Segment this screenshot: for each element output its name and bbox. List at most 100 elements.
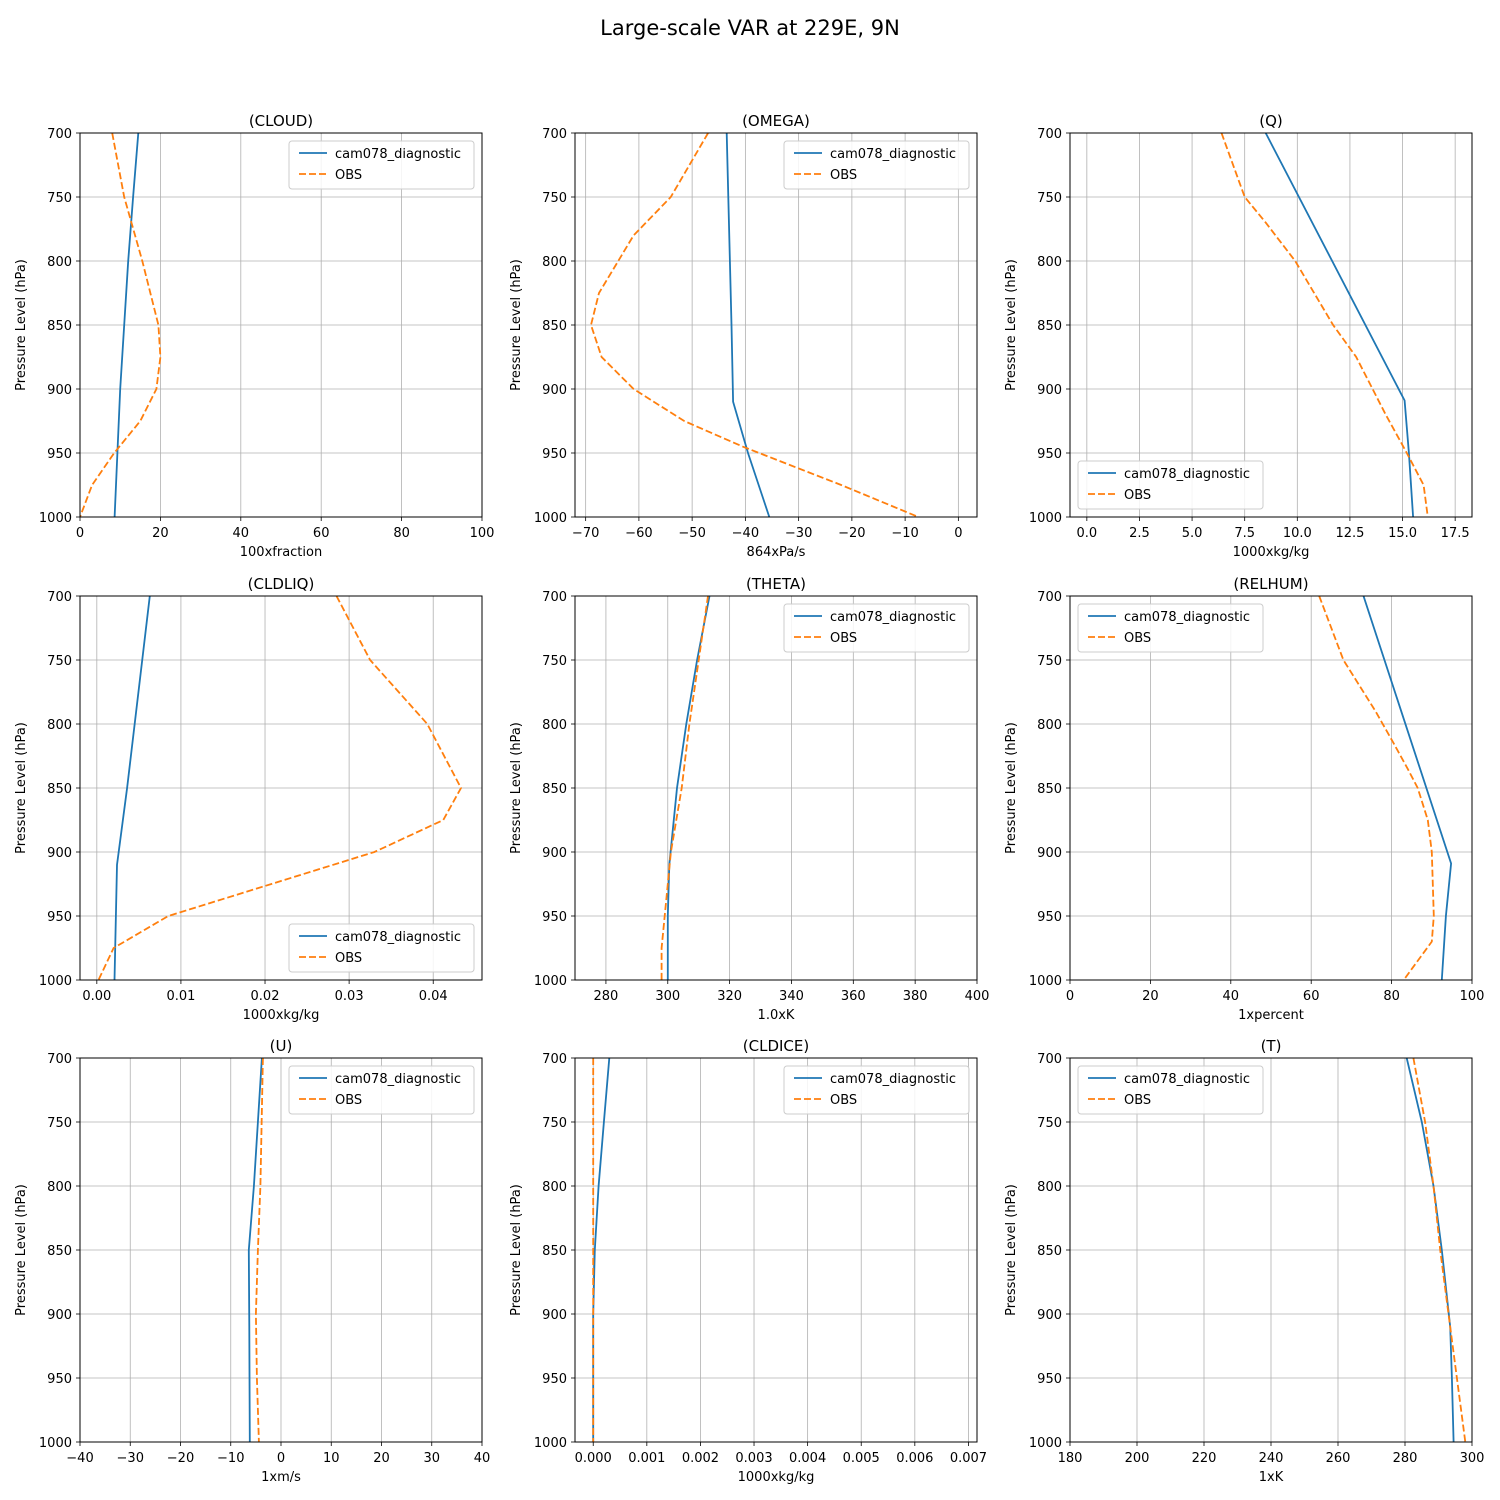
x-tick-label: −10 xyxy=(891,526,918,541)
subplot-title: (CLDLIQ) xyxy=(248,575,315,593)
subplot-title: (RELHUM) xyxy=(1233,575,1308,593)
x-tick-label: 60 xyxy=(313,526,330,541)
y-tick-label: 1000 xyxy=(1029,1436,1062,1451)
legend-box xyxy=(783,1065,970,1115)
x-tick-label: −30 xyxy=(117,1451,144,1466)
legend-box xyxy=(783,140,970,190)
legend-obs-label: OBS xyxy=(830,168,857,183)
legend-model-label: cam078_diagnostic xyxy=(1124,610,1250,625)
model-series-line xyxy=(1362,596,1453,980)
legend-obs-label: OBS xyxy=(830,1093,857,1108)
x-tick-label: 320 xyxy=(717,989,742,1004)
y-tick-label: 800 xyxy=(47,1180,72,1195)
axes-frame xyxy=(79,595,483,981)
axes-frame xyxy=(574,1057,978,1443)
y-tick-label: 950 xyxy=(542,1372,567,1387)
legend: cam078_diagnostic OBS xyxy=(1077,1065,1264,1115)
y-tick-label: 850 xyxy=(47,1244,72,1259)
model-series-line xyxy=(592,1058,611,1442)
x-axis-label: 1xpercent xyxy=(1238,1008,1304,1023)
subplot-title: (CLOUD) xyxy=(249,112,313,130)
x-tick-label: 0.00 xyxy=(82,989,111,1004)
x-tick-label: −40 xyxy=(732,526,759,541)
x-tick-label: −40 xyxy=(66,1451,93,1466)
model-series-line xyxy=(1264,133,1414,517)
x-tick-label: 0.0 xyxy=(1076,526,1097,541)
subplot-title: (OMEGA) xyxy=(742,112,810,130)
y-tick-label: 700 xyxy=(542,1052,567,1067)
y-tick-label: 950 xyxy=(47,910,72,925)
y-tick-label: 750 xyxy=(1037,1116,1062,1131)
x-tick-label: 0.006 xyxy=(896,1451,933,1466)
x-tick-label: 0.004 xyxy=(789,1451,826,1466)
x-tick-label: 2.5 xyxy=(1129,526,1150,541)
legend-obs-label: OBS xyxy=(335,1093,362,1108)
y-tick-label: 1000 xyxy=(1029,974,1062,989)
model-series-line xyxy=(247,1058,263,1442)
y-tick-label: 900 xyxy=(1037,383,1062,398)
y-axis-label: Pressure Level (hPa) xyxy=(14,722,29,854)
y-tick-label: 900 xyxy=(542,1308,567,1323)
y-tick-label: 750 xyxy=(542,191,567,206)
x-tick-label: −70 xyxy=(572,526,599,541)
y-tick-label: 850 xyxy=(542,319,567,334)
subplot-title: (U) xyxy=(270,1037,293,1055)
y-tick-label: 800 xyxy=(542,718,567,733)
model-series-line xyxy=(725,133,771,517)
y-tick-label: 950 xyxy=(1037,1372,1062,1387)
y-tick-label: 800 xyxy=(542,255,567,270)
legend: cam078_diagnostic OBS xyxy=(288,923,475,973)
model-series-line xyxy=(1405,1058,1455,1442)
y-tick-label: 750 xyxy=(1037,654,1062,669)
subplot-7: −40 −30 −20 −10 0 10 20 30 40 700 750 800 850 900 950 1… xyxy=(14,1037,490,1485)
x-tick-label: 40 xyxy=(1223,989,1240,1004)
x-tick-label: 0.002 xyxy=(682,1451,719,1466)
x-axis-label: 1xm/s xyxy=(261,1470,301,1485)
axes-frame xyxy=(79,132,483,518)
legend-model-label: cam078_diagnostic xyxy=(1124,467,1250,482)
y-tick-label: 850 xyxy=(1037,782,1062,797)
y-tick-label: 900 xyxy=(1037,1308,1062,1323)
legend-box xyxy=(288,1065,475,1115)
legend-model-label: cam078_diagnostic xyxy=(830,147,956,162)
subplot-title: (Q) xyxy=(1259,112,1283,130)
x-tick-label: −30 xyxy=(785,526,812,541)
y-tick-label: 900 xyxy=(1037,846,1062,861)
x-tick-label: 30 xyxy=(423,1451,440,1466)
x-tick-label: 280 xyxy=(1393,1451,1418,1466)
axes-frame xyxy=(79,1057,483,1443)
x-tick-label: 100 xyxy=(470,526,495,541)
subplot-4: 0.00 0.01 0.02 0.03 0.04 700 750 800 850 900 950 10… xyxy=(14,575,483,1023)
y-tick-label: 750 xyxy=(47,654,72,669)
legend: cam078_diagnostic OBS xyxy=(1077,460,1264,510)
y-axis-label: Pressure Level (hPa) xyxy=(14,259,29,391)
x-tick-label: 80 xyxy=(1383,989,1400,1004)
obs-series-line xyxy=(97,596,463,980)
obs-series-line xyxy=(1318,596,1435,980)
x-tick-label: 17.5 xyxy=(1441,526,1470,541)
y-tick-label: 850 xyxy=(542,1244,567,1259)
model-series-line xyxy=(113,133,140,517)
y-tick-label: 750 xyxy=(47,191,72,206)
y-axis-label: Pressure Level (hPa) xyxy=(1004,1184,1019,1316)
legend: cam078_diagnostic OBS xyxy=(783,140,970,190)
y-tick-label: 850 xyxy=(47,782,72,797)
legend-model-label: cam078_diagnostic xyxy=(830,1072,956,1087)
subplot-8: 0.000 0.001 0.002 0.003 0.004 0.005 0.006 0.007… xyxy=(509,1037,987,1485)
x-tick-label: 200 xyxy=(1125,1451,1150,1466)
y-tick-label: 950 xyxy=(1037,910,1062,925)
x-axis-label: 864xPa/s xyxy=(747,545,806,560)
legend-box xyxy=(1077,460,1264,510)
x-tick-label: 360 xyxy=(841,989,866,1004)
x-tick-label: 40 xyxy=(474,1451,491,1466)
subplot-5: 280 300 320 340 360 380 400 700 750 800 850 900 950 1… xyxy=(509,575,989,1023)
x-tick-label: 0.02 xyxy=(251,989,280,1004)
x-tick-label: 40 xyxy=(233,526,250,541)
x-tick-label: 0 xyxy=(954,526,962,541)
legend: cam078_diagnostic OBS xyxy=(783,603,970,653)
y-tick-label: 700 xyxy=(1037,1052,1062,1067)
obs-series-line xyxy=(1220,133,1429,517)
y-tick-label: 900 xyxy=(542,383,567,398)
x-tick-label: 240 xyxy=(1259,1451,1284,1466)
x-tick-label: 340 xyxy=(779,989,804,1004)
